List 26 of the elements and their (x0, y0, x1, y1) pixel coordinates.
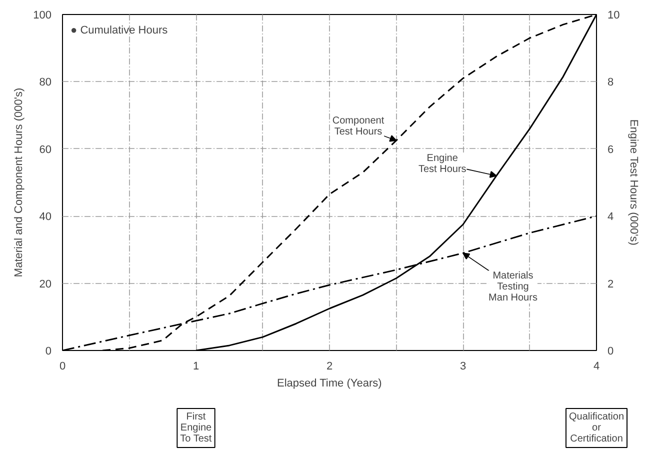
text: Materials Testing Man Hours (488, 270, 538, 304)
y-tick-label: 20 (39, 278, 52, 290)
x-tick-label: 0 (59, 360, 66, 372)
x-tick-label: 1 (192, 360, 200, 372)
y2-tick-label: 10 (608, 10, 620, 22)
y-tick-label: 60 (39, 144, 52, 156)
x-tick-label: 3 (460, 360, 466, 372)
y-tick-label: 0 (45, 346, 52, 358)
text: First Engine To Test (180, 412, 212, 444)
y2-tick-label: 2 (608, 278, 614, 290)
y2-tick-label: 0 (608, 346, 614, 358)
y-tick-label: 100 (33, 10, 52, 22)
x-axis-title: Elapsed Time (Years) (277, 378, 382, 390)
y-tick-label: 80 (39, 76, 52, 89)
y2-axis-title: Engine Test Hours (000's) (628, 119, 640, 246)
y-axis-title: Material and Component Hours (000's) (13, 88, 26, 278)
y2-tick-label: 6 (608, 144, 614, 156)
y2-tick-label: 4 (608, 211, 614, 224)
y2-tick-label: 8 (608, 76, 614, 89)
text: Engine Test Hours (418, 152, 466, 175)
series-label: Component Test Hours (332, 116, 384, 138)
text: Qualification or Certification (568, 412, 624, 444)
x-tick-label: 4 (593, 360, 600, 372)
annotation: ● Cumulative Hours (70, 24, 168, 36)
x-tick-label: 2 (326, 360, 333, 372)
y-tick-label: 40 (39, 211, 52, 224)
